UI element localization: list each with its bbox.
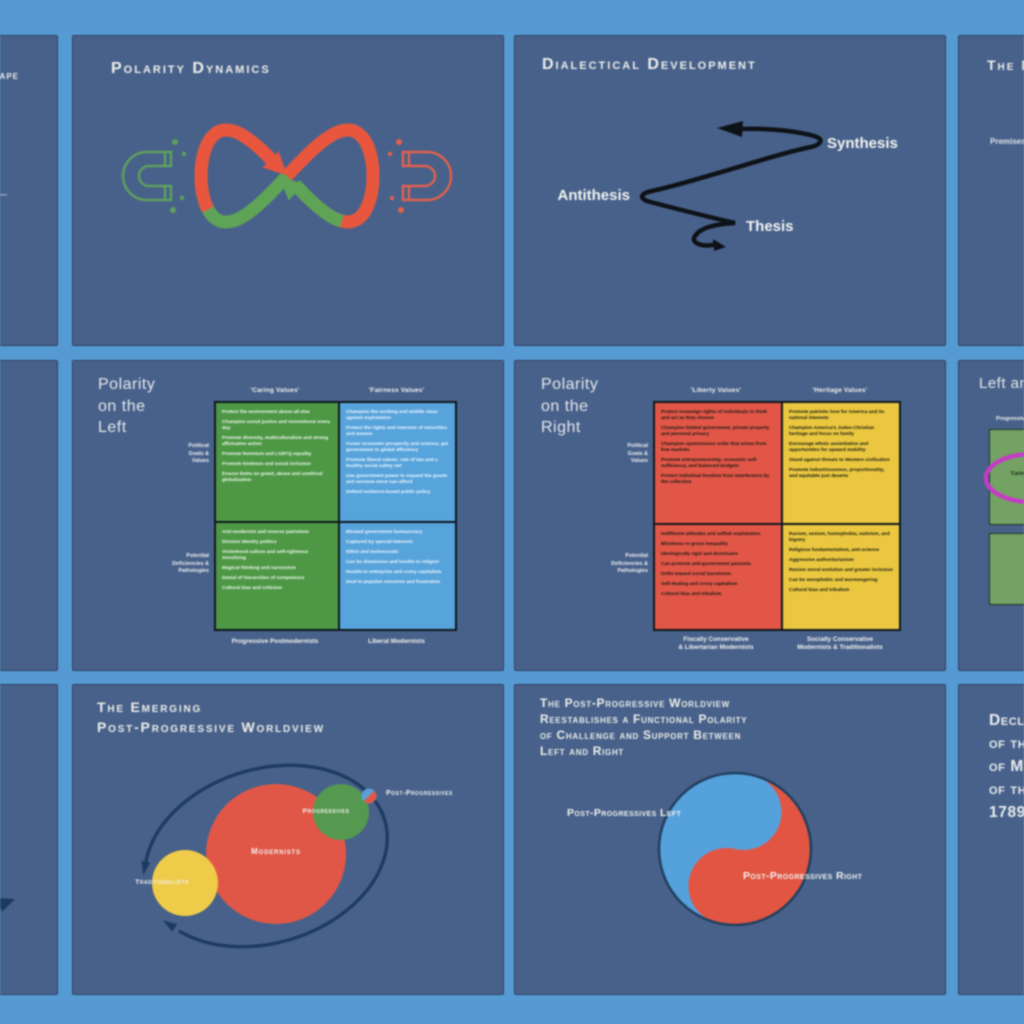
slide-title: The Post-Progressive Worldview Reestabli…: [540, 696, 748, 758]
slide-polarity-on-the-right[interactable]: Polarity on the Right 'Liberty Values' '…: [514, 360, 946, 671]
cell-caring-pathologies: Anti-modernist and reverse patriotism Di…: [216, 523, 338, 629]
infinity-green-arrowhead: [279, 176, 304, 201]
row-label-goals: Political Goals & Values: [188, 443, 209, 465]
green-box-modernist: Modernist Liberal Values: [989, 533, 1024, 605]
modernists-circle: [206, 784, 346, 924]
arrow-fragment: [0, 898, 15, 912]
label-traditionalists: Traditionalists: [135, 879, 189, 886]
slide-political-landscape[interactable]: The Political Landscape —: [0, 35, 58, 346]
footer-fiscally-conservative: Fiscally Conservative & Libertarian Mode…: [678, 636, 754, 652]
row-label-goals: Political Goals & Values: [627, 443, 648, 465]
worldview-circles-diagram: [141, 763, 390, 949]
traditionalists-circle: [152, 850, 218, 916]
magnet-left-icon: [121, 150, 173, 202]
slide-title: Dialectical Development: [542, 56, 757, 73]
slide-functional-polarity[interactable]: The Post-Progressive Worldview Reestabli…: [514, 684, 946, 995]
label-thesis: Thesis: [746, 218, 794, 235]
label-antithesis: Antithesis: [557, 187, 630, 204]
yinyang-outline: [657, 771, 813, 927]
column-header-liberty: 'Liberty Values': [690, 387, 742, 394]
cell-liberty-goals: Protect sovereign rights of individuals …: [655, 403, 781, 525]
label-post-progressives: Post-Progressives: [386, 790, 453, 797]
spiral-bottom-arrowhead: [713, 239, 726, 251]
label-post-progressives-right: Post-Progressives Right: [743, 870, 863, 882]
slide-title: The Post-Progressive Perspective: [987, 57, 1024, 73]
cell-fairness-pathologies: Bloated government bureaucracy Captured …: [340, 523, 455, 629]
dialectic-spiral-arrow: [639, 121, 823, 251]
infinity-polarity-illustration: [121, 123, 453, 229]
cell-caring-goals: Protect the environment above all else C…: [216, 403, 338, 523]
green-box-modernist-label: Modernist Liberal Values: [992, 556, 1024, 580]
slide-title: The Emerging Post-Progressive Worldview: [97, 699, 325, 735]
slide-polarity-on-the-left[interactable]: Polarity on the Left 'Caring Values' 'Fa…: [72, 360, 504, 671]
slide-dialectical-development[interactable]: Dialectical Development Antithesis Synth…: [514, 35, 946, 346]
spiral-top-arrowhead: [717, 121, 743, 137]
slide-title: Declaration of the Rights of Man and of …: [989, 712, 1024, 821]
column-header-fairness: 'Fairness Values': [368, 387, 425, 394]
slide-row2-left[interactable]: [0, 360, 58, 671]
orbit-arrowhead-lower: [163, 920, 178, 932]
magnet-right-sparks: [387, 139, 404, 213]
slide-polarity-dynamics[interactable]: Polarity Dynamics: [72, 35, 504, 346]
cell-fairness-goals: Champion the working and middle class ag…: [340, 403, 455, 523]
footer-liberal-modernists: Liberal Modernists: [368, 638, 425, 645]
cell-liberty-pathologies: Indifferent attitudes and selfish exploi…: [655, 525, 781, 629]
column-header-heritage: 'Heritage Values': [812, 387, 868, 394]
values-matrix-left: Protect the environment above all else C…: [214, 401, 457, 631]
orbit-arrowhead-upper: [141, 860, 151, 876]
slide-left-and-right[interactable]: Left and Right Polarities Progressive Po…: [958, 360, 1024, 671]
magnet-left-sparks: [170, 139, 187, 213]
values-matrix-right: Protect sovereign rights of individuals …: [653, 401, 901, 631]
label-progressives: Progressives: [302, 808, 350, 815]
text-fragment: —: [0, 192, 7, 199]
orbit-ellipse: [144, 763, 390, 949]
green-box-caring: 'Caring Values': [989, 429, 1024, 525]
yin-yang-diagram: [657, 771, 813, 927]
cell-heritage-goals: Promote patriotic love for America and i…: [783, 403, 899, 525]
cell-heritage-pathologies: Racism, sexism, homophobia, nativism, an…: [783, 525, 899, 629]
column-header-caring: 'Caring Values': [250, 387, 300, 394]
slide-title: The Political Landscape: [0, 68, 19, 82]
slide-body-text: Premises of a post-progressive politics: [990, 137, 1024, 146]
footer-progressive-postmodernists: Progressive Postmodernists: [231, 638, 319, 645]
label-synthesis: Synthesis: [827, 135, 898, 152]
slide-title: Polarity on the Left: [98, 376, 156, 436]
slide-post-progressive-perspective[interactable]: The Post-Progressive Perspective Premise…: [958, 35, 1024, 346]
column-label: Progressive Postmodernists: [996, 416, 1024, 422]
slide-title: Left and Right Polarities: [979, 375, 1024, 392]
magenta-highlight-ellipse: [983, 452, 1024, 504]
post-progressives-circle: [361, 788, 377, 804]
slide-declaration-1789[interactable]: Declaration of the Rights of Man and of …: [958, 684, 1024, 995]
slide-emerging-worldview[interactable]: The Emerging Post-Progressive Worldview …: [72, 684, 504, 995]
magnet-right-icon: [401, 150, 453, 202]
slide-title: Polarity Dynamics: [111, 60, 271, 77]
label-modernists: Modernists: [251, 847, 301, 856]
progressives-circle: [313, 784, 369, 840]
footer-socially-conservative: Socially Conservative Modernists & Tradi…: [797, 636, 883, 652]
green-box-caring-label: 'Caring Values': [1010, 471, 1024, 477]
row-label-pathologies: Potential Deficiencies & Pathologies: [611, 553, 648, 575]
row-label-pathologies: Potential Deficiencies & Pathologies: [172, 553, 209, 575]
slide-title: Polarity on the Right: [541, 376, 599, 436]
infinity-symbol: [194, 123, 380, 229]
label-post-progressives-left: Post-Progressives Left: [567, 807, 682, 819]
infinity-red-arrowhead: [262, 151, 288, 176]
slide-row3-left[interactable]: [0, 684, 58, 995]
yinyang-red-half: [688, 774, 811, 925]
